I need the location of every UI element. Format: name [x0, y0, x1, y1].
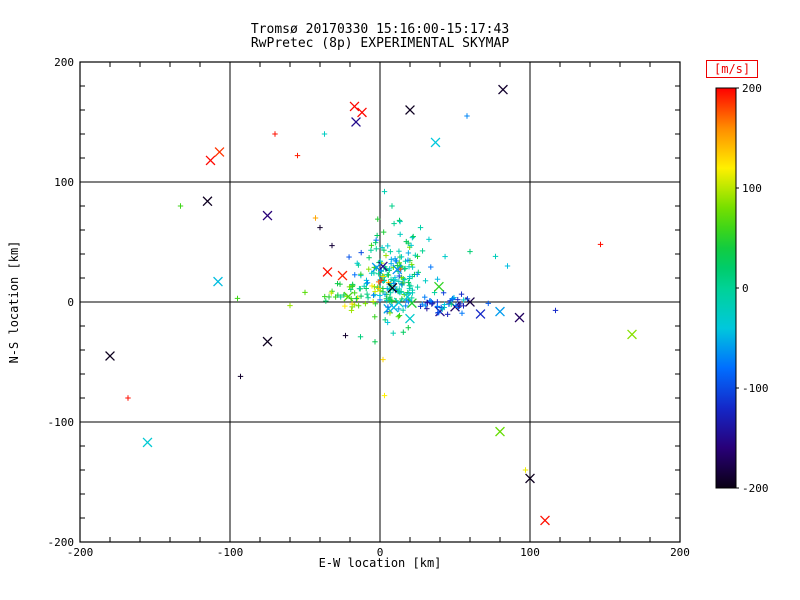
y-tick-labels: -200 -100 0 100 200 — [48, 56, 75, 549]
x-tick-labels: -200 -100 0 100 200 — [67, 546, 690, 559]
svg-text:0: 0 — [67, 296, 74, 309]
plot-subtitle: RwPretec (8p) EXPERIMENTAL SKYMAP — [250, 36, 510, 51]
svg-text:100: 100 — [742, 182, 762, 195]
svg-text:0: 0 — [377, 546, 384, 559]
svg-text:-200: -200 — [67, 546, 94, 559]
colorbar — [715, 87, 737, 489]
data-points — [105, 84, 637, 526]
svg-text:200: 200 — [670, 546, 690, 559]
svg-text:100: 100 — [520, 546, 540, 559]
svg-text:-100: -100 — [742, 382, 769, 395]
svg-text:-100: -100 — [217, 546, 244, 559]
svg-text:200: 200 — [54, 56, 74, 69]
svg-text:200: 200 — [742, 82, 762, 95]
colorbar-units-label: [m/s] — [706, 60, 759, 78]
colorbar-tick-labels: 200 100 0 -100 -200 — [736, 82, 769, 495]
plot-border — [79, 61, 681, 543]
svg-text:100: 100 — [54, 176, 74, 189]
x-axis-label: E-W location [km] — [318, 556, 442, 570]
svg-text:0: 0 — [742, 282, 749, 295]
svg-text:-100: -100 — [48, 416, 75, 429]
plot-title: Tromsø 20170330 15:16:00-15:17:43 — [250, 22, 510, 37]
svg-text:-200: -200 — [48, 536, 75, 549]
svg-text:-200: -200 — [742, 482, 769, 495]
